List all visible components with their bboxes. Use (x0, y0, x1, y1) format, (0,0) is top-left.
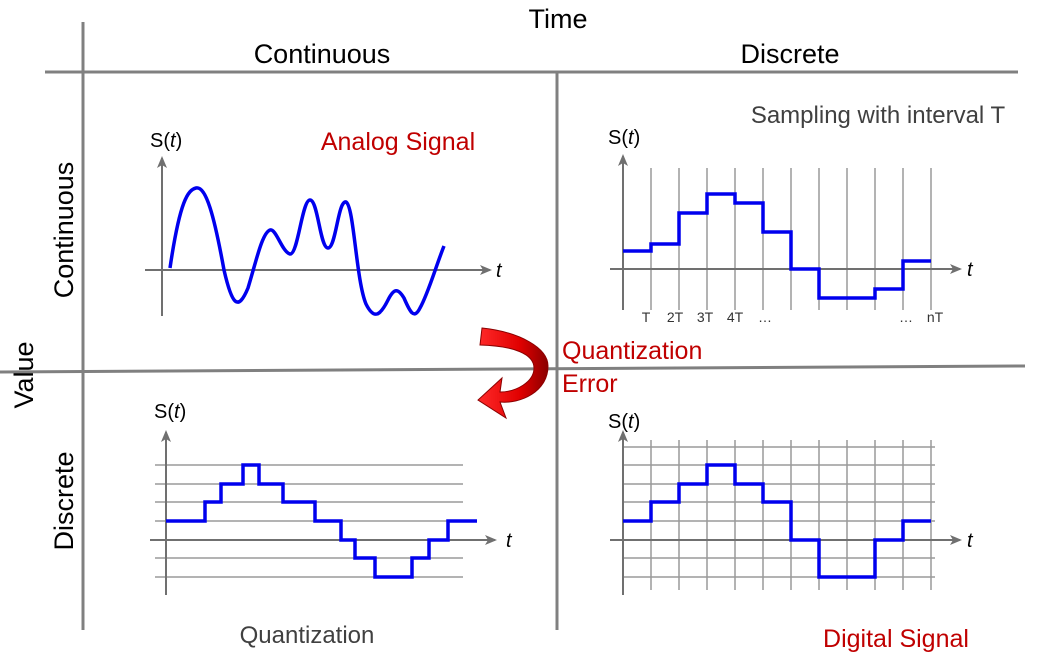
analog-x-axis-symbol: t (496, 260, 503, 282)
quantization-error-caption-line1: Quantization (562, 337, 702, 365)
digital-signal-staircase (623, 463, 931, 579)
quantized-x-axis-symbol: t (506, 530, 513, 552)
digital-signal-plot: S(t) t (608, 411, 974, 595)
sampling-tick-labels: T 2T 3T 4T … … nT (642, 309, 944, 325)
tick-label: … (899, 309, 913, 325)
value-side-label: Value (9, 341, 39, 408)
digital-grid (623, 440, 935, 590)
digital-y-axis-symbol: S(t) (608, 411, 640, 433)
tick-label: 3T (697, 309, 714, 325)
time-header: Time (529, 4, 588, 34)
continuous-column-header: Continuous (254, 39, 391, 69)
discrete-column-header: Discrete (740, 39, 839, 69)
quantization-caption: Quantization (240, 622, 375, 649)
center-horizontal-divider (0, 364, 1026, 374)
continuous-row-label: Continuous (49, 162, 79, 299)
digital-x-axis-symbol: t (967, 530, 974, 552)
discrete-row-label: Discrete (49, 451, 79, 550)
quantized-y-axis-symbol: S(t) (154, 401, 186, 423)
tick-label: T (642, 309, 651, 325)
sampled-signal-staircase (623, 192, 931, 300)
sampled-y-axis-symbol: S(t) (608, 127, 640, 149)
tick-label: 2T (667, 309, 684, 325)
quantized-signal-staircase (166, 463, 477, 579)
sampled-x-axis-symbol: t (967, 259, 974, 281)
quantized-signal-plot: S(t) t (150, 401, 513, 595)
tick-label: nT (927, 309, 944, 325)
tick-label: … (758, 309, 772, 325)
sampled-signal-plot: S(t) t T 2T 3T 4T … … nT (608, 127, 974, 325)
quantization-error-caption-line2: Error (562, 370, 618, 398)
analog-signal-curve (168, 186, 446, 316)
digital-signal-caption: Digital Signal (823, 625, 969, 653)
analog-signal-caption: Analog Signal (321, 128, 475, 156)
frame-lines (0, 22, 1026, 630)
quantization-curved-arrow-icon (477, 327, 549, 420)
analog-signal-plot: S(t) t (145, 130, 503, 316)
tick-label: 4T (727, 309, 744, 325)
sampling-caption: Sampling with interval T (751, 102, 1006, 129)
analog-y-axis-symbol: S(t) (150, 130, 182, 152)
